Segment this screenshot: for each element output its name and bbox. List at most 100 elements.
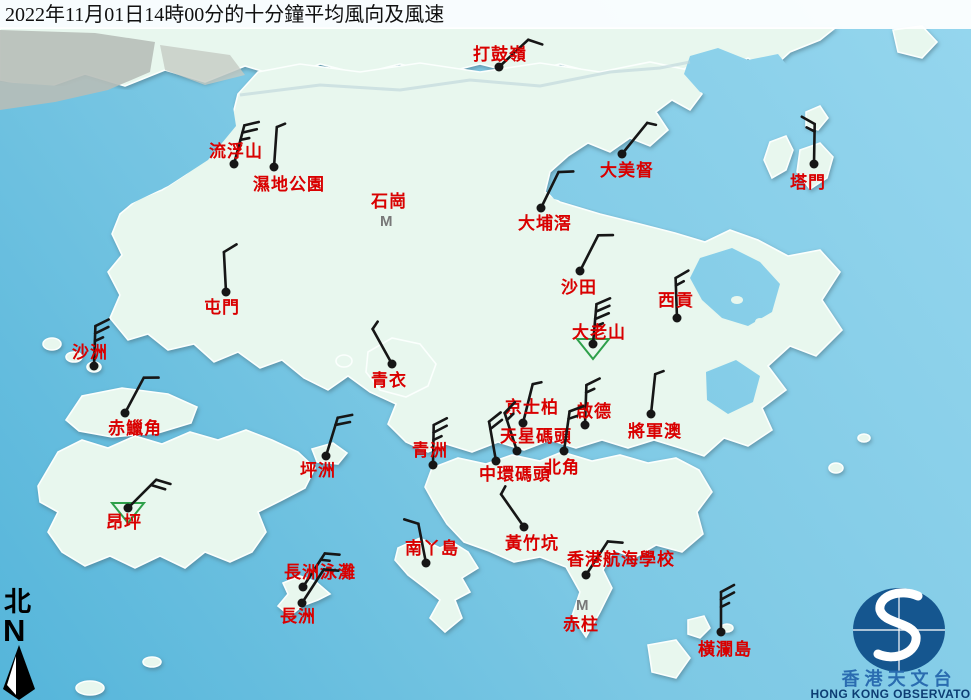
land-islet xyxy=(731,296,743,304)
wind-barb xyxy=(674,269,690,320)
wind-station[interactable]: 京士柏 xyxy=(505,380,559,428)
wind-station[interactable]: 大埔滘 xyxy=(518,166,575,233)
station-label: 屯門 xyxy=(204,297,240,317)
station-dot xyxy=(646,409,656,419)
station-dot xyxy=(494,62,504,72)
wind-barb xyxy=(497,38,544,69)
station-label: 打鼓嶺 xyxy=(473,44,527,64)
station-dot xyxy=(297,598,307,608)
border-river xyxy=(239,60,691,97)
wind-barb xyxy=(539,170,575,210)
station-label: 京士柏 xyxy=(505,397,559,417)
wind-station[interactable]: 香港航海學校 xyxy=(567,536,675,582)
wind-barb xyxy=(126,478,172,510)
station-label: 大老山 xyxy=(572,322,626,342)
wind-station[interactable]: 長洲 xyxy=(280,564,340,626)
wind-barb xyxy=(591,297,612,346)
land-islet xyxy=(857,433,871,443)
wind-station[interactable]: 沙田 xyxy=(561,229,615,297)
wind-barb xyxy=(584,540,624,577)
land-airport xyxy=(64,387,199,438)
wind-barb xyxy=(719,583,736,634)
wind-station[interactable]: 昂坪 xyxy=(106,475,172,532)
land-lamma xyxy=(394,537,480,634)
station-label: 沙田 xyxy=(561,278,597,297)
station-label: 昂坪 xyxy=(106,513,142,532)
land-islet xyxy=(755,318,765,326)
land-hk-island xyxy=(424,451,713,639)
title-bar: 2022年11月01日14時00分的十分鐘平均風向及風速 xyxy=(0,0,971,29)
hko-logo-chinese: 香港天文台 xyxy=(841,668,957,689)
station-dot xyxy=(617,149,627,159)
land-masses xyxy=(0,25,939,696)
wind-barb xyxy=(521,380,543,425)
wind-station[interactable]: 青洲 xyxy=(412,416,449,470)
tolo-harbour xyxy=(548,168,790,228)
wind-station[interactable]: 坪洲 xyxy=(300,411,354,480)
wind-station[interactable]: 西貢 xyxy=(658,269,694,323)
wind-station[interactable]: 北角 xyxy=(544,404,585,477)
wind-station[interactable]: 打鼓嶺 xyxy=(473,35,544,77)
wind-station[interactable]: M 石崗 xyxy=(370,192,407,230)
urban-patch xyxy=(160,45,245,85)
wind-station[interactable]: 長洲泳灘 xyxy=(284,548,356,594)
wind-station[interactable]: 大老山 xyxy=(572,297,626,361)
clear-water-bay xyxy=(706,360,760,414)
station-dot xyxy=(519,522,529,532)
station-dot xyxy=(269,162,279,172)
compass-north-chinese: 北 xyxy=(4,587,31,617)
land-islet xyxy=(75,680,105,696)
title-bar-background xyxy=(0,0,971,29)
station-dot xyxy=(321,451,331,461)
station-dot xyxy=(672,313,682,323)
wind-barb xyxy=(272,122,287,169)
station-dot xyxy=(518,418,528,428)
wind-station[interactable]: 天星碼頭 xyxy=(500,400,572,456)
wind-station[interactable]: 沙洲 xyxy=(72,318,110,371)
station-label: 濕地公園 xyxy=(253,174,325,194)
hko-logo-english: HONG KONG OBSERVATORY xyxy=(810,687,971,700)
station-label: 啟德 xyxy=(576,401,612,421)
land-islet xyxy=(42,337,62,351)
urban-areas xyxy=(0,30,691,110)
station-dot xyxy=(120,408,130,418)
wind-station[interactable]: 流浮山 xyxy=(209,119,263,169)
station-dot xyxy=(716,627,726,637)
wind-station[interactable]: 濕地公園 xyxy=(253,122,325,194)
wind-station[interactable]: 橫瀾島 xyxy=(698,583,752,659)
station-dot xyxy=(581,570,591,580)
wind-station[interactable]: 黃竹坑 xyxy=(499,485,559,553)
wind-station[interactable]: 青衣 xyxy=(371,320,407,390)
wind-station[interactable]: 大美督 xyxy=(600,120,658,180)
station-label: 坪洲 xyxy=(300,461,336,480)
wind-station[interactable]: 啟德 xyxy=(576,377,612,430)
wind-station[interactable]: 南丫島 xyxy=(402,517,459,568)
wind-station[interactable]: M赤柱 xyxy=(563,597,599,634)
wind-station[interactable]: 將軍澳 xyxy=(628,369,682,441)
wind-station[interactable]: 塔門 xyxy=(790,115,826,192)
station-label: 石崗 xyxy=(370,192,407,211)
land-tsing-yi xyxy=(365,337,437,398)
land-islet xyxy=(142,656,162,668)
station-label: 沙洲 xyxy=(72,343,108,362)
land-new-territories xyxy=(107,61,844,457)
station-label: 南丫島 xyxy=(405,538,459,558)
wind-station[interactable]: 赤鱲角 xyxy=(108,372,162,438)
station-label: 塔門 xyxy=(790,172,826,192)
missing-data-marker: M xyxy=(576,597,589,614)
wind-barb xyxy=(324,413,354,458)
wind-barb xyxy=(232,120,261,166)
station-dot xyxy=(512,446,522,456)
gust-triangle xyxy=(109,502,147,525)
station-label: 流浮山 xyxy=(209,141,263,161)
wind-station[interactable]: 屯門 xyxy=(204,243,240,317)
wind-barb xyxy=(222,243,238,294)
land-islet xyxy=(805,105,829,131)
wind-station[interactable]: 中環碼頭 xyxy=(479,411,551,484)
wind-barb xyxy=(578,233,615,273)
wind-barb xyxy=(583,377,601,427)
station-label: 大埔滘 xyxy=(518,213,572,233)
station-dot xyxy=(421,558,431,568)
